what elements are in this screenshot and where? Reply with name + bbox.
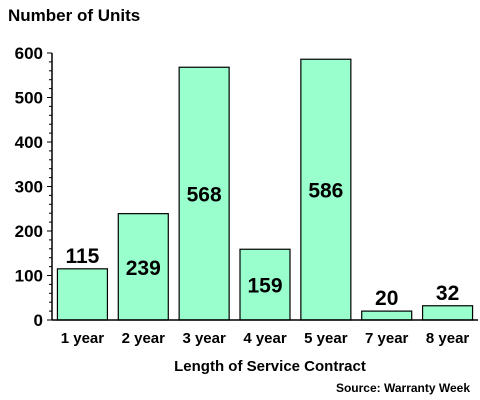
y-tick-label: 200: [15, 222, 43, 241]
data-label: 115: [65, 245, 99, 268]
bar-1-year: [56, 268, 109, 321]
bar-4-year: [239, 248, 291, 321]
bars: 115 239 568 159 586 20 32: [56, 58, 474, 321]
source-note: Source: Warranty Week: [336, 381, 470, 395]
y-tick-label: 600: [15, 44, 43, 63]
x-tick-label: 3 year: [182, 330, 226, 347]
y-tick-label: 300: [15, 178, 43, 197]
x-tick-label: 1 year: [61, 330, 105, 347]
x-tick-label: 2 year: [122, 330, 166, 347]
data-label: 32: [436, 282, 459, 305]
y-tick-label: 0: [34, 311, 43, 330]
x-tick-label: 7 year: [365, 330, 409, 347]
x-axis-title: Length of Service Contract: [174, 358, 366, 375]
data-label: 568: [187, 184, 222, 207]
x-tick-label: 4 year: [243, 330, 287, 347]
bar-5-year: [300, 58, 352, 321]
data-label: 159: [247, 275, 282, 298]
y-tick-label: 400: [15, 133, 43, 152]
x-tick-label: 5 year: [304, 330, 348, 347]
bar-3-year: [178, 66, 230, 321]
bar-2-year: [117, 213, 169, 321]
y-tick-label: 500: [15, 89, 43, 108]
data-label: 239: [126, 257, 161, 280]
data-label: 20: [375, 287, 398, 310]
data-label: 586: [308, 180, 343, 203]
x-axis: 1 year 2 year 3 year 4 year 5 year 7 year 8 ye…: [61, 330, 470, 347]
bar-7-year: [361, 310, 413, 321]
y-axis-title: Number of Units: [8, 6, 140, 25]
y-tick-label: 100: [15, 267, 43, 286]
x-tick-label: 8 year: [426, 330, 470, 347]
bar-8-year: [421, 305, 474, 321]
y-axis: 0 100 200 300 400 500 600: [15, 44, 52, 330]
